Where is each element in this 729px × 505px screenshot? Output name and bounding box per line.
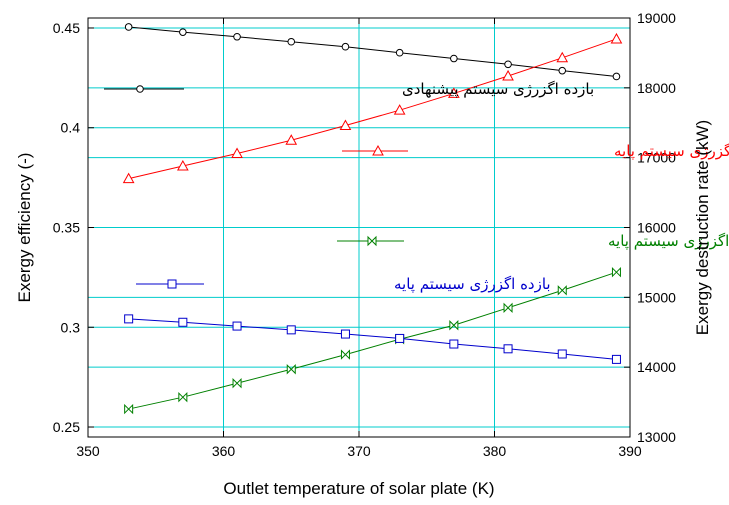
legend-label: تخریب اگزرژی سیستم پایه	[608, 232, 729, 251]
data-point-0	[558, 66, 567, 75]
data-point-2	[124, 403, 134, 415]
series-3	[124, 314, 621, 364]
legend-label: بازده اگزرژی سیستم پایه	[394, 275, 551, 294]
data-point-3	[178, 317, 188, 327]
series-line-3	[128, 318, 617, 360]
data-point-1	[556, 51, 569, 63]
series-1	[122, 32, 623, 184]
data-point-0	[341, 42, 350, 51]
data-point-0	[395, 48, 404, 57]
data-point-3	[503, 344, 513, 354]
data-point-3	[611, 354, 621, 364]
y-right-tick-label: 17000	[637, 150, 676, 166]
data-point-2	[503, 302, 513, 314]
y-right-tick-label: 13000	[637, 429, 676, 445]
data-point-1	[448, 87, 460, 98]
y-left-tick-label: 0.4	[61, 120, 81, 136]
data-point-2	[611, 266, 621, 278]
data-point-3	[449, 339, 459, 349]
data-point-0	[504, 60, 512, 69]
data-point-1	[339, 119, 352, 131]
y-right-tick-label: 14000	[637, 359, 676, 375]
x-tick-label: 370	[347, 443, 371, 459]
x-tick-label: 360	[212, 443, 236, 459]
y-left-axis-title: Exergy efficiency (-)	[15, 153, 34, 303]
data-point-0	[287, 37, 296, 46]
legend-label: بازده اگزرژی سیستم پیشنهادی	[402, 80, 594, 99]
data-point-3	[232, 321, 242, 331]
data-point-2	[232, 378, 242, 389]
series-0	[124, 23, 621, 81]
y-left-tick-label: 0.3	[61, 319, 81, 335]
y-right-tick-label: 16000	[637, 220, 676, 236]
x-axis-title: Outlet temperature of solar plate (K)	[223, 479, 494, 498]
x-tick-label: 380	[483, 443, 507, 459]
series-line-2	[128, 271, 617, 410]
legend-marker	[367, 235, 377, 247]
y-left-tick-label: 0.45	[53, 20, 80, 36]
data-point-2	[286, 364, 296, 375]
data-point-0	[124, 23, 133, 31]
series-line-1	[128, 38, 617, 180]
data-point-1	[610, 32, 623, 44]
data-point-3	[124, 314, 134, 324]
data-point-1	[122, 172, 135, 184]
y-right-tick-label: 19000	[637, 10, 676, 26]
data-point-2	[340, 349, 350, 360]
data-point-2	[178, 391, 188, 403]
legend-entry-1: تخریب اگزرژی سیستم پایه	[342, 142, 729, 161]
series-line-0	[128, 26, 617, 77]
data-point-1	[285, 134, 298, 145]
data-point-1	[231, 147, 243, 158]
series-2	[124, 266, 621, 415]
data-point-3	[557, 349, 567, 359]
x-tick-label: 350	[76, 443, 100, 459]
legend-entry-2: تخریب اگزرژی سیستم پایه	[337, 232, 729, 251]
data-point-1	[502, 69, 514, 81]
data-point-0	[179, 28, 187, 36]
data-point-3	[395, 333, 405, 343]
legend: بازده اگزرژی سیستم پیشنهادی تخریب اگزرژی …	[104, 80, 729, 294]
y-left-tick-label: 0.25	[53, 419, 80, 435]
legend-marker	[372, 144, 384, 156]
data-point-1	[177, 160, 189, 171]
legend-marker	[167, 279, 177, 289]
data-point-0	[450, 54, 458, 63]
data-point-1	[393, 104, 406, 115]
y-right-tick-label: 15000	[637, 289, 676, 305]
y-left-tick-label: 0.35	[53, 220, 80, 236]
data-point-0	[612, 72, 621, 81]
legend-entry-0: بازده اگزرژی سیستم پیشنهادی	[104, 80, 594, 99]
data-point-0	[233, 32, 241, 41]
legend-marker	[136, 85, 144, 93]
y-right-axis-title: Exergy destruction rate (kW)	[693, 120, 712, 335]
x-tick-label: 390	[618, 443, 642, 459]
data-point-3	[340, 329, 350, 339]
data-point-3	[286, 325, 296, 335]
series	[122, 23, 623, 415]
data-point-2	[449, 320, 459, 331]
data-point-2	[557, 285, 567, 296]
axis-ticks: 350 360 370 380 390 0.25 0.3 0.35 0.4 0.45 13000 14…	[53, 10, 676, 459]
y-right-tick-label: 18000	[637, 80, 676, 96]
legend-entry-3: بازده اگزرژی سیستم پایه	[136, 275, 551, 294]
legend-label: تخریب اگزرژی سیستم پایه	[614, 142, 729, 161]
